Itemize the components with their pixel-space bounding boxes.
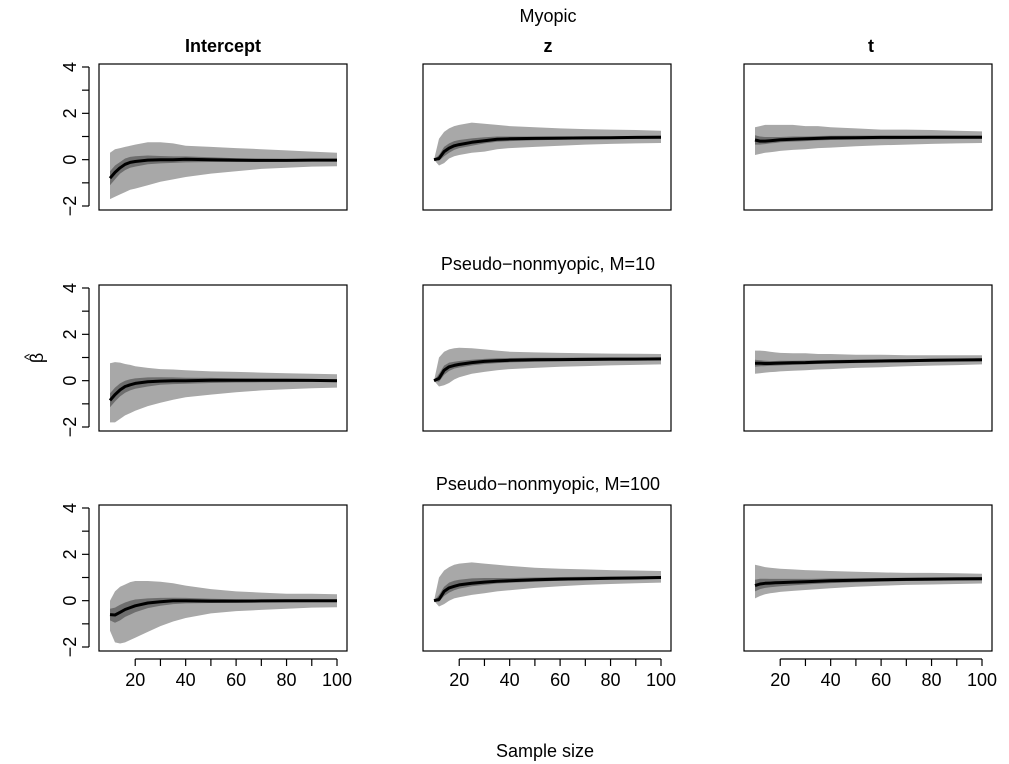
panel-r0-c2 (743, 63, 993, 211)
panel-frame (98, 504, 348, 652)
panel-r0-c0: −2 0 2 4 (60, 62, 348, 217)
x-tick-label: 80 (601, 670, 621, 690)
panel-r1-c2 (743, 284, 993, 432)
outer-band (110, 362, 337, 423)
x-tick-label: 100 (646, 670, 676, 690)
outer-band (434, 347, 661, 387)
row-title-myopic: Myopic (519, 6, 576, 26)
mean-line (754, 577, 983, 588)
inner-band (434, 135, 661, 161)
panel-frame (422, 504, 672, 652)
x-tick-label: 60 (226, 670, 246, 690)
mean-line (755, 358, 983, 365)
y-tick-label: 4 (60, 62, 80, 72)
panel-r1-c0: −2 0 2 4 (60, 283, 348, 438)
x-tick-label: 40 (821, 670, 841, 690)
x-tick-label: 40 (176, 670, 196, 690)
panel-r1-c1 (422, 284, 672, 432)
y-tick-label: −2 (60, 637, 80, 658)
panel-r2-c1: 20 40 60 80 100 (422, 504, 676, 690)
panel-r0-c1 (422, 63, 672, 211)
column-title-intercept: Intercept (185, 36, 261, 56)
y-tick-label: 2 (60, 108, 80, 118)
panel-frame (743, 504, 993, 652)
panel-frame (743, 63, 993, 211)
y-tick-label: −2 (60, 196, 80, 217)
mean-line (433, 135, 662, 162)
text-layer: Intercept z t Myopic Pseudo−nonmyopic, M… (21, 6, 874, 761)
mean-line (754, 135, 982, 143)
panel-frame (422, 63, 672, 211)
x-tick-label: 20 (770, 670, 790, 690)
y-tick-label: 0 (60, 376, 80, 386)
x-tick-label: 60 (550, 670, 570, 690)
panel-r2-c0: −2 0 2 4 20 40 60 80 100 (60, 503, 352, 690)
x-tick-label: 80 (277, 670, 297, 690)
mean-line (108, 157, 337, 180)
y-tick-label: 2 (60, 329, 80, 339)
y-tick-label: 4 (60, 503, 80, 513)
mean-line (109, 599, 337, 617)
outer-band (110, 581, 337, 644)
y-tick-label: −2 (60, 417, 80, 438)
y-tick-label: 0 (60, 596, 80, 606)
inner-band (110, 597, 337, 623)
outer-band (755, 124, 982, 155)
x-tick-label: 40 (500, 670, 520, 690)
x-tick-label: 20 (125, 670, 145, 690)
y-tick-label: 4 (60, 283, 80, 293)
panel-frame (422, 284, 672, 432)
outer-band (434, 122, 661, 166)
x-tick-label: 100 (322, 670, 352, 690)
row-title-pseudo-m10: Pseudo−nonmyopic, M=10 (441, 254, 655, 274)
y-axis-label-beta: β (27, 353, 47, 363)
column-title-z: z (544, 36, 553, 56)
panels-layer: −2 0 2 4 −2 0 2 4 −2 0 2 4 20 40 60 80 100 20 40 60 80 100 20 4… (60, 62, 997, 690)
panel-r2-c2: 20 40 60 80 100 (743, 504, 997, 690)
outer-band (434, 562, 661, 607)
x-tick-label: 100 (967, 670, 997, 690)
x-axis-label: Sample size (496, 741, 594, 761)
y-axis-label: β ^ (21, 353, 47, 363)
y-tick-label: 0 (60, 155, 80, 165)
x-tick-label: 20 (449, 670, 469, 690)
y-tick-label: 2 (60, 549, 80, 559)
inner-band (110, 155, 337, 186)
panel-frame (98, 63, 348, 211)
panel-frame (743, 284, 993, 432)
column-title-t: t (868, 36, 874, 56)
outer-band (110, 142, 337, 200)
mean-line (433, 357, 662, 383)
y-axis-label-hat: ^ (21, 353, 37, 360)
x-tick-label: 60 (871, 670, 891, 690)
x-tick-label: 80 (922, 670, 942, 690)
row-title-pseudo-m100: Pseudo−nonmyopic, M=100 (436, 474, 660, 494)
mean-line (433, 576, 662, 603)
mean-line (108, 378, 338, 402)
panel-frame (98, 284, 348, 432)
